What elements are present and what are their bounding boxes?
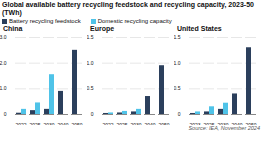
svg-text:1.5: 1.5: [174, 34, 181, 40]
svg-text:1.5: 1.5: [87, 34, 94, 40]
svg-text:2025: 2025: [203, 122, 214, 125]
svg-text:2050: 2050: [71, 122, 82, 125]
html-text:Global available battery recyc: Global available battery recycling feeds…: [2, 1, 254, 16]
html-text:United States: United States: [177, 25, 222, 32]
html-text:Domestic recycling capacity: Domestic recycling capacity: [97, 18, 172, 24]
svg-text:1.0: 1.0: [87, 60, 94, 66]
html-text:Europe: Europe: [90, 25, 115, 32]
html-text:Source: IEA, November 2024: Source: IEA, November 2024: [188, 125, 260, 131]
svg-text:2030: 2030: [217, 122, 228, 125]
svg-text:0.5: 0.5: [87, 85, 94, 91]
html-text:China: China: [3, 25, 23, 32]
svg-text:1.0: 1.0: [174, 60, 181, 66]
html-text:Battery recycling feedstock: Battery recycling feedstock: [9, 18, 81, 24]
svg-text:2025: 2025: [29, 122, 40, 125]
svg-text:2023: 2023: [189, 122, 200, 125]
svg-text:2022: 2022: [102, 122, 113, 125]
svg-text:0.5: 0.5: [174, 85, 181, 91]
svg-text:0: 0: [4, 111, 7, 117]
svg-text:2025: 2025: [116, 122, 127, 125]
svg-text:2040: 2040: [57, 122, 68, 125]
svg-text:2040: 2040: [231, 122, 242, 125]
svg-text:2030: 2030: [43, 122, 54, 125]
svg-text:2040: 2040: [144, 122, 155, 125]
svg-text:2050: 2050: [158, 122, 169, 125]
svg-text:2050: 2050: [245, 122, 256, 125]
svg-text:2.0: 2.0: [0, 60, 7, 66]
svg-text:1.0: 1.0: [0, 85, 7, 91]
svg-text:2022: 2022: [15, 122, 26, 125]
svg-text:3.0: 3.0: [0, 34, 7, 40]
svg-text:0: 0: [178, 111, 181, 117]
svg-text:2030: 2030: [130, 122, 141, 125]
svg-text:0: 0: [91, 111, 94, 117]
